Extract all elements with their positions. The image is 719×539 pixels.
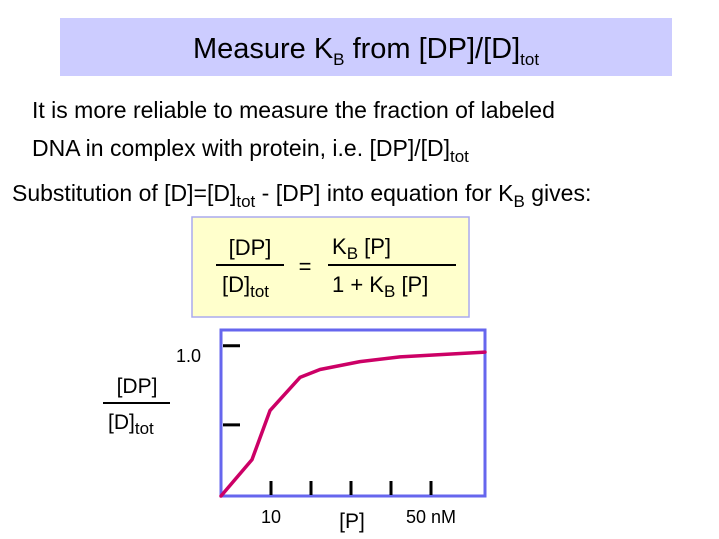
y-tick-label: 1.0 [176,346,201,366]
title-banner [60,18,672,76]
sub: tot [250,282,269,301]
equation-box [191,216,470,318]
y-label-den: [D]tot [108,411,154,438]
sub: tot [450,147,469,166]
text: Substitution of [D]=[D] [12,180,236,206]
rhs-denominator: 1 + KB [P] [332,272,428,301]
lhs-numerator: [DP] [229,235,272,260]
plot-frame [219,328,487,498]
y-axis-label: [DP] [D]tot [103,375,170,438]
rhs-numerator: KB [P] [332,234,391,263]
y-label-num: [DP] [117,375,158,398]
text: - [DP] into equation for K [255,180,514,206]
sub: tot [236,192,255,211]
sub: B [384,282,395,301]
body-line: DNA in complex with protein, i.e. [DP]/[… [32,135,469,166]
curve [219,350,487,498]
text: [D] [222,272,250,297]
text: [P] [358,234,391,259]
equals: = [299,254,312,279]
sub: B [514,192,525,211]
body-line: Substitution of [D]=[D]tot - [DP] into e… [12,180,591,211]
text: K [332,234,347,259]
sub: tot [135,419,154,438]
x-axis-label: [P] [339,510,365,533]
x-tick-label: 50 nM [406,507,456,527]
title-text: from [DP]/[D] [345,33,521,65]
title-sub: tot [520,50,539,69]
lhs-denominator: [D]tot [222,272,269,301]
sub: B [347,244,358,263]
text: 1 + K [332,272,384,297]
text: [P] [395,272,428,297]
plot: 1.0 10 50 nM [176,344,487,527]
title-text: Measure K [193,33,334,65]
text: [D] [108,411,135,434]
body-line: It is more reliable to measure the fract… [32,97,555,123]
x-tick-label: 10 [261,507,281,527]
text: DNA in complex with protein, i.e. [DP]/[… [32,135,450,161]
text: gives: [525,180,591,206]
slide-title: Measure KB from [DP]/[D]tot [193,33,539,69]
title-sub: B [333,50,344,69]
equation: [DP] [D]tot = KB [P] 1 + KB [P] [216,234,456,301]
